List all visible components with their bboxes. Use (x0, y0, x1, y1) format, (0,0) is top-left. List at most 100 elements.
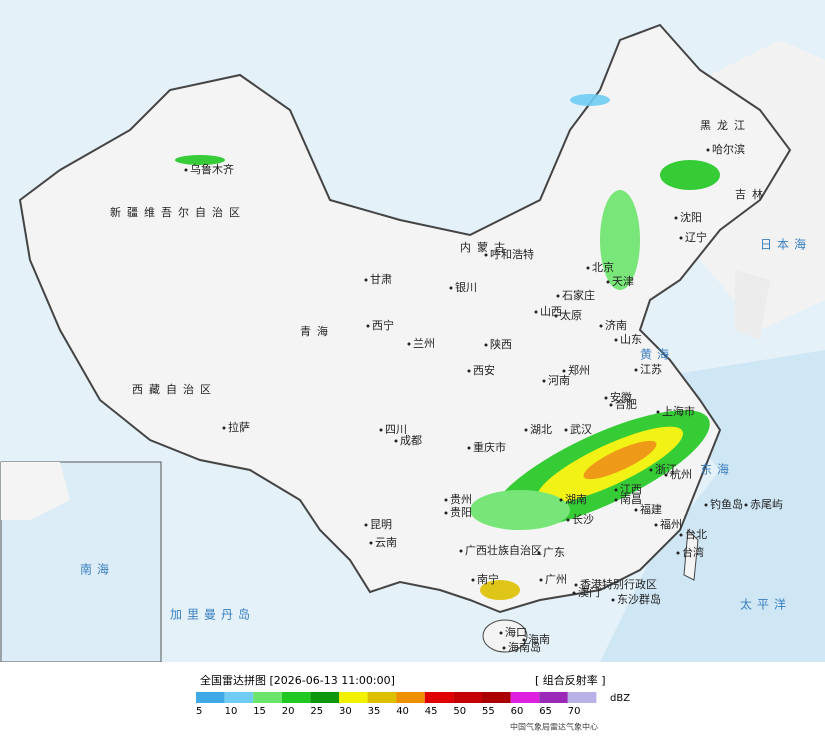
city-dot (674, 216, 678, 220)
map-label: 海南 (528, 632, 550, 646)
legend-value: 65 (539, 706, 552, 717)
city-dot (444, 511, 448, 515)
map-label: 北京 (592, 260, 614, 274)
map-label: 哈尔滨 (712, 142, 745, 156)
map-label: 杭州 (670, 467, 692, 481)
city-dot (656, 410, 660, 414)
echo (583, 440, 657, 480)
legend-title: 全国雷达拼图 [2026-06-13 11:00:00] (200, 673, 395, 687)
city-dot (467, 369, 471, 373)
map-label: 西藏自治区 (132, 382, 217, 396)
city-dot (444, 498, 448, 502)
map-label: 钓鱼岛 (710, 497, 743, 511)
city-dot (364, 523, 368, 527)
map-label: 新疆维吾尔自治区 (110, 205, 246, 219)
map-label: 香港特别行政区 (580, 577, 657, 591)
city-dot (484, 343, 488, 347)
map-label: 西宁 (372, 318, 394, 332)
sea-label: 加里曼丹岛 (170, 607, 255, 622)
map-label: 上海市 (662, 404, 695, 418)
map-label: 西安 (473, 363, 495, 377)
sea-label: 黄海 (640, 347, 674, 362)
sea-label: 太平洋 (740, 597, 791, 612)
map-label: 银川 (455, 280, 477, 294)
map-label: 福州 (660, 517, 682, 531)
echo (480, 580, 520, 600)
city-dot (539, 578, 543, 582)
map-label: 江苏 (640, 363, 662, 376)
taiwan-island (683, 528, 699, 581)
map-label: 郑州 (568, 363, 590, 377)
city-dot (556, 294, 560, 298)
map-label: 广西壮族自治区 (465, 543, 542, 557)
city-dot (704, 503, 708, 507)
sea-area (600, 350, 825, 662)
echo (470, 490, 570, 530)
map-label: 台北 (685, 527, 707, 541)
city-dot (467, 446, 471, 450)
map-label: 广东 (543, 546, 565, 559)
color-swatch (224, 692, 254, 703)
map-label: 成都 (400, 434, 422, 447)
city-dot (522, 638, 526, 642)
city-dot (572, 591, 576, 595)
map-label: 重庆市 (473, 440, 506, 454)
color-swatch (196, 692, 225, 703)
legend-value: 5 (196, 706, 202, 717)
map-label: 拉萨 (228, 420, 250, 434)
echo (660, 160, 720, 190)
map-label: 辽宁 (685, 230, 707, 244)
map-label: 贵阳 (450, 506, 472, 519)
color-swatch (339, 692, 368, 703)
city-dot (614, 498, 618, 502)
city-dot (554, 314, 558, 318)
city-dot (484, 253, 488, 257)
map-label: 浙江 (655, 463, 677, 476)
map-label: 内蒙古 (460, 240, 511, 254)
city-dot (379, 428, 383, 432)
hainan-island (482, 619, 528, 653)
map-label: 山西 (540, 305, 562, 318)
city-dot (449, 286, 453, 290)
legend-value: 40 (396, 706, 409, 717)
city-dot (499, 631, 503, 635)
city-dot (679, 533, 683, 537)
map-label: 湖南 (565, 493, 587, 506)
city-dot (664, 473, 668, 477)
city-dot (586, 266, 590, 270)
color-swatch (453, 692, 482, 703)
map-label: 太原 (560, 309, 582, 322)
city-dot (471, 578, 475, 582)
city-dot (542, 379, 546, 383)
city-dot (369, 541, 373, 545)
color-swatch (539, 692, 568, 703)
map-label: 天津 (612, 275, 634, 288)
legend-value: 55 (482, 706, 495, 717)
map-label: 长沙 (572, 513, 594, 526)
map-label: 海口 (505, 625, 527, 639)
city-dot (394, 439, 398, 443)
map-label: 黑龙江 (700, 119, 751, 132)
legend-product: [ 组合反射率 ] (535, 673, 606, 687)
city-dot (562, 369, 566, 373)
legend-value: 10 (225, 706, 238, 717)
city-dot (609, 403, 613, 407)
echo (600, 190, 640, 290)
legend-source: 中国气象局雷达气象中心 (510, 722, 598, 732)
legend-value: 20 (282, 706, 295, 717)
map-label: 济南 (605, 318, 627, 332)
city-dot (184, 168, 188, 172)
map-label: 昆明 (370, 518, 392, 531)
map-label: 山东 (620, 333, 642, 346)
color-swatch (367, 692, 397, 703)
city-dot (614, 338, 618, 342)
color-swatch (510, 692, 540, 703)
color-swatch (567, 692, 597, 703)
city-dot (611, 598, 615, 602)
legend-value: 25 (310, 706, 323, 717)
echo (570, 94, 610, 106)
city-dot (744, 503, 748, 507)
city-dot (679, 236, 683, 240)
city-dot (534, 310, 538, 314)
map-label: 赤尾屿 (750, 498, 783, 511)
